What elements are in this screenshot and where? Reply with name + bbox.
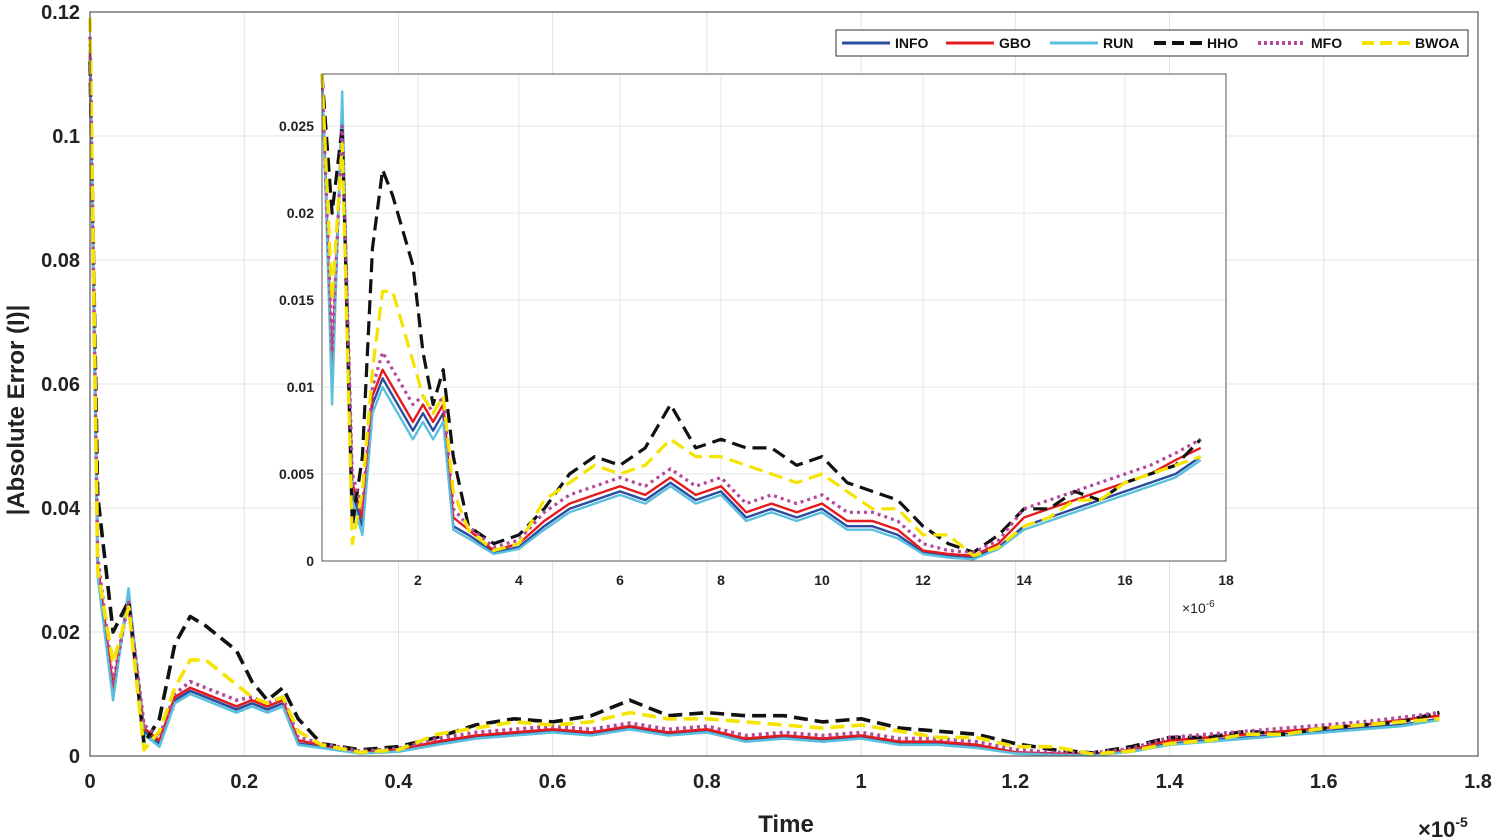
inset-y-tick-label: 0 bbox=[306, 553, 314, 569]
inset-series-line-gbo bbox=[320, 73, 1202, 557]
inset-x-multiplier-base: ×10 bbox=[1182, 600, 1206, 616]
main-x-tick-label: 0.4 bbox=[385, 771, 414, 793]
legend-label-mfo: MFO bbox=[1311, 35, 1342, 51]
series-line-run bbox=[88, 61, 1440, 757]
x-multiplier: ×10-5 bbox=[1418, 814, 1468, 840]
main-x-tick-label: 0 bbox=[84, 771, 95, 793]
inset-x-multiplier-exponent: -6 bbox=[1206, 599, 1215, 610]
main-x-tick-label: 0.6 bbox=[539, 771, 567, 793]
main-y-tick-label: 0.1 bbox=[52, 126, 80, 148]
inset-y-tick-label: 0.02 bbox=[287, 205, 314, 221]
main-y-ticks: 0 0.02 0.04 0.06 0.08 0.1 0.12 bbox=[41, 2, 81, 768]
main-x-tick-label: 1 bbox=[856, 771, 867, 793]
inset-series-group bbox=[320, 73, 1202, 561]
inset-x-tick-label: 18 bbox=[1218, 572, 1234, 588]
series-line-mfo bbox=[88, 36, 1440, 755]
inset-y-ticks: 0 0.005 0.01 0.015 0.02 0.025 bbox=[279, 118, 314, 569]
main-series-group bbox=[88, 18, 1440, 757]
inset-x-tick-label: 8 bbox=[717, 572, 725, 588]
main-x-ticks: 0 0.2 0.4 0.6 0.8 1 1.2 1.4 1.6 1.8 bbox=[84, 771, 1491, 793]
x-multiplier-base: ×10 bbox=[1418, 817, 1455, 840]
main-y-tick-label: 0.06 bbox=[41, 374, 80, 396]
inset-background bbox=[322, 74, 1226, 561]
legend-label-gbo: GBO bbox=[999, 35, 1031, 51]
inset-plot-frame bbox=[321, 73, 1227, 562]
main-x-tick-label: 1.2 bbox=[1001, 771, 1029, 793]
inset-y-tick-label: 0.015 bbox=[279, 292, 314, 308]
inset-series-line-run bbox=[320, 73, 1202, 561]
inset-y-tick-label: 0.025 bbox=[279, 118, 314, 134]
legend-label-run: RUN bbox=[1103, 35, 1133, 51]
series-line-gbo bbox=[88, 49, 1440, 756]
inset-x-tick-label: 6 bbox=[616, 572, 624, 588]
y-axis-label: |Absolute Error (I)| bbox=[3, 305, 30, 516]
main-y-tick-label: 0.04 bbox=[41, 498, 81, 520]
main-y-tick-label: 0.12 bbox=[41, 2, 80, 24]
legend-label-hho: HHO bbox=[1207, 35, 1238, 51]
main-x-tick-label: 1.4 bbox=[1156, 771, 1185, 793]
inset-x-ticks: 2 4 6 8 10 12 14 16 18 bbox=[414, 572, 1234, 588]
inset-x-tick-label: 12 bbox=[915, 572, 931, 588]
series-line-bwoa bbox=[88, 18, 1440, 756]
inset-y-tick-label: 0.005 bbox=[279, 466, 314, 482]
inset-y-tick-label: 0.01 bbox=[287, 379, 314, 395]
main-y-tick-label: 0.02 bbox=[41, 622, 80, 644]
main-y-tick-label: 0 bbox=[69, 746, 80, 768]
legend: INFO GBO RUN HHO MFO BWOA bbox=[835, 29, 1469, 57]
inset-x-tick-label: 14 bbox=[1016, 572, 1032, 588]
legend-label-bwoa: BWOA bbox=[1415, 35, 1459, 51]
main-x-tick-label: 0.2 bbox=[230, 771, 258, 793]
main-x-tick-label: 0.8 bbox=[693, 771, 721, 793]
inset-x-tick-label: 2 bbox=[414, 572, 422, 588]
inset-series-line-bwoa bbox=[320, 73, 1202, 558]
x-axis-label: Time bbox=[758, 811, 814, 838]
inset-x-tick-label: 16 bbox=[1117, 572, 1133, 588]
main-x-tick-label: 1.8 bbox=[1464, 771, 1492, 793]
inset-x-tick-label: 10 bbox=[814, 572, 830, 588]
main-y-tick-label: 0.08 bbox=[41, 250, 80, 272]
main-plot-frame bbox=[89, 11, 1479, 757]
inset-series-line-mfo bbox=[320, 73, 1202, 554]
main-x-tick-label: 1.6 bbox=[1310, 771, 1338, 793]
x-multiplier-exponent: -5 bbox=[1455, 814, 1468, 830]
inset-x-multiplier: ×10-6 bbox=[1182, 599, 1215, 616]
inset-series-line-info bbox=[320, 73, 1202, 559]
inset-x-tick-label: 4 bbox=[515, 572, 523, 588]
legend-label-info: INFO bbox=[895, 35, 929, 51]
